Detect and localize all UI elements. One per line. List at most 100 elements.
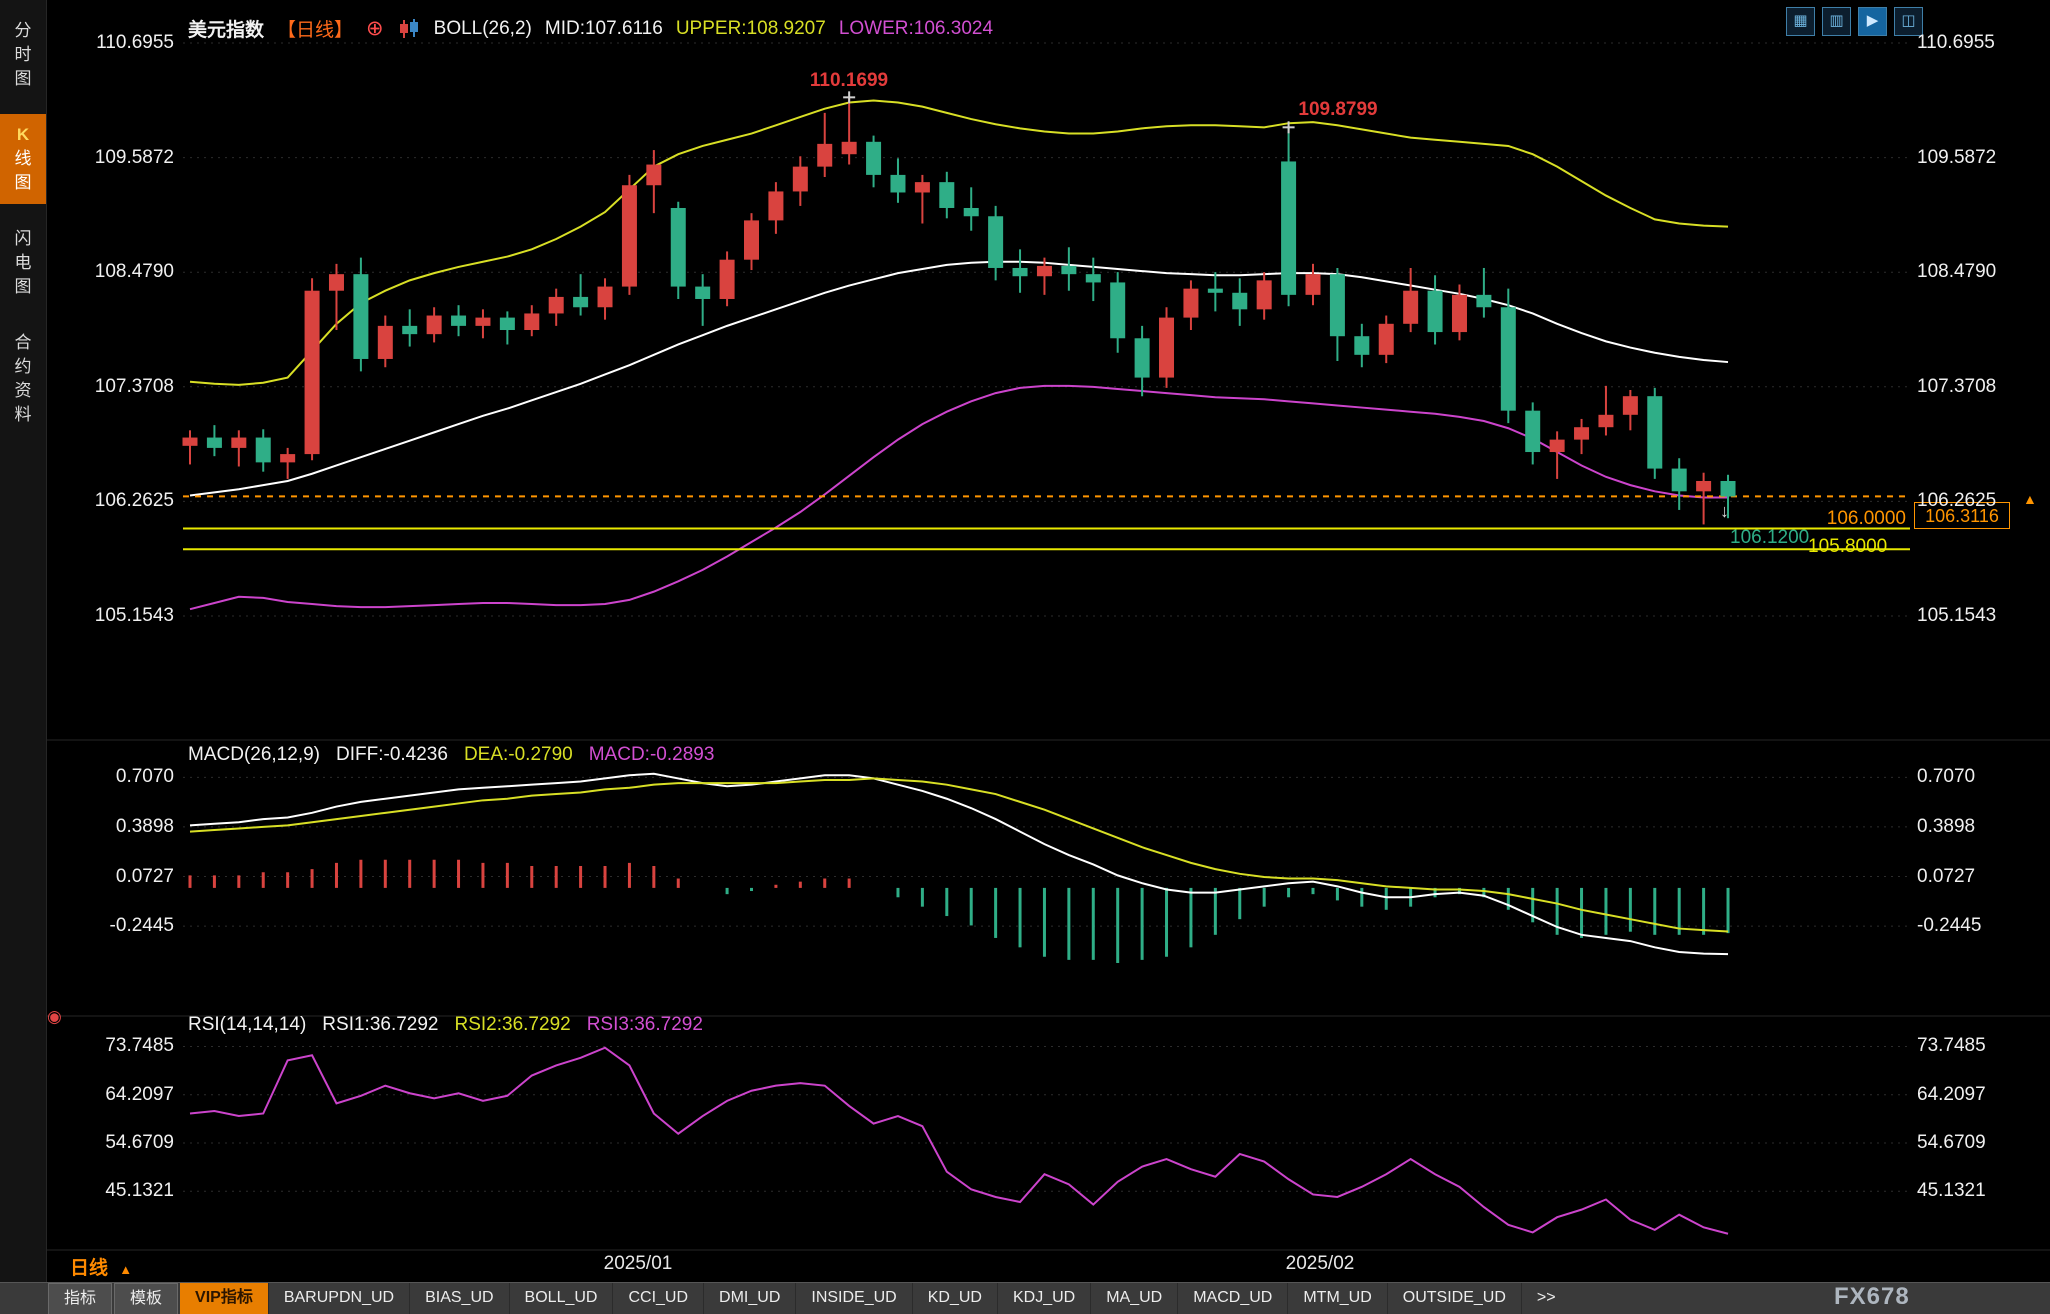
price-axis-label: 105.1543 <box>94 605 174 626</box>
price-axis-label: 108.4790 <box>1917 261 1997 283</box>
price-axis-label: -0.2445 <box>1917 915 1982 937</box>
footer-tab-bar: 指标 模板 VIP指标 BARUPDN_UD BIAS_UD BOLL_UD CCI_UD D… <box>0 1282 2050 1314</box>
rsi3-value: RSI3:36.7292 <box>586 1014 703 1035</box>
footer-tab-boll[interactable]: BOLL_UD <box>510 1283 614 1314</box>
price-axis-label: 0.0727 <box>1917 865 1976 887</box>
sidebar-item-contract-info[interactable]: 合约资料 <box>0 322 46 436</box>
price-axis-label: 106.2625 <box>1917 490 1997 512</box>
macd-diff-value: DIFF:-0.4236 <box>336 744 448 765</box>
price-axis-label: 105.1543 <box>1917 605 1997 626</box>
price-axis-label: 109.5872 <box>1917 146 1997 168</box>
price-axis-label: 64.2097 <box>105 1083 174 1105</box>
price-axis-label: 0.7070 <box>1917 766 1976 788</box>
price-axis-label: 73.7485 <box>1917 1035 1986 1057</box>
price-axis-label: 108.4790 <box>94 261 174 283</box>
candlestick-icon <box>397 18 421 40</box>
footer-tab-barupdn[interactable]: BARUPDN_UD <box>269 1283 411 1314</box>
macd-histogram <box>188 859 1730 963</box>
sidebar-item-label: 闪电图 <box>14 229 32 296</box>
footer-tab-ma[interactable]: MA_UD <box>1091 1283 1179 1314</box>
k-letter: K <box>16 125 30 144</box>
toolbar: ▦ ▥ ▶ ◫ <box>1786 7 1923 36</box>
axis-alert-arrow-icon: ▲ <box>2023 491 2037 507</box>
price-axis-label: 107.3708 <box>94 375 174 397</box>
price-axis-label: 45.1321 <box>105 1180 174 1202</box>
footer-tab-vip-indicators[interactable]: VIP指标 <box>180 1283 269 1314</box>
hline-label-10612: 106.1200 <box>1730 527 1810 548</box>
price-axis-label: 0.0727 <box>115 865 174 887</box>
price-axis-label: 110.6955 <box>1917 32 1995 53</box>
month-label: 2025/02 <box>1285 1253 1355 1274</box>
period-selector[interactable]: 日线 ▲ <box>70 1253 132 1280</box>
sidebar-item-time-chart[interactable]: 分时图 <box>0 10 46 100</box>
price-axis-label: 110.6955 <box>96 32 174 53</box>
price-axis-label: -0.2445 <box>109 915 174 937</box>
sell-arrow-icon: ↓ <box>1720 501 1729 521</box>
footer-tab-dmi[interactable]: DMI_UD <box>704 1283 797 1314</box>
sidebar-item-flash-chart[interactable]: 闪电图 <box>0 218 46 308</box>
price-axis-label: 0.3898 <box>115 815 174 837</box>
footer-tab-inside[interactable]: INSIDE_UD <box>796 1283 913 1314</box>
hline-label-1058: 105.8000 <box>1808 536 1888 557</box>
boll-upper-value: UPPER:108.9207 <box>675 17 826 39</box>
month-label: 2025/01 <box>603 1253 673 1274</box>
price-axis-label: 54.6709 <box>1917 1131 1986 1153</box>
candles <box>182 97 1736 525</box>
macd-value: MACD:-0.2893 <box>588 744 715 765</box>
chart-header: 美元指数 【日线】 ⊕ BOLL(26,2) MID:107.6116 UPPE… <box>188 15 993 42</box>
current-price-box: 106.3116 <box>1914 502 2010 529</box>
footer-tab-indicators[interactable]: 指标 <box>48 1283 113 1314</box>
new-window-icon[interactable]: ◫ <box>1894 7 1923 36</box>
active-chart-icon[interactable]: ▶ <box>1858 7 1887 36</box>
footer-tab-more[interactable]: >> <box>1536 1289 1556 1306</box>
boll-lower-value: LOWER:106.3024 <box>838 17 994 39</box>
footer-tab-mtm[interactable]: MTM_UD <box>1288 1283 1388 1314</box>
watermark: FX678 <box>1834 1283 1910 1310</box>
period-label: 日线 <box>70 1258 109 1279</box>
price-axis-label: 54.6709 <box>105 1131 174 1153</box>
multi-pane-icon[interactable]: ▥ <box>1822 7 1851 36</box>
add-indicator-icon[interactable]: ⊕ <box>366 17 384 40</box>
price-axis-label: 64.2097 <box>1917 1083 1986 1105</box>
symbol-title: 美元指数 <box>188 20 265 41</box>
gridlines <box>183 42 1910 1192</box>
price-axis-label: 0.3898 <box>1917 815 1976 837</box>
rsi1-value: RSI1:36.7292 <box>322 1014 439 1035</box>
sidebar-item-kline-chart[interactable]: K线图 <box>0 114 46 204</box>
sidebar-item-label: K线图 <box>14 125 32 192</box>
footer-tab-bias[interactable]: BIAS_UD <box>410 1283 510 1314</box>
macd-title: MACD(26,12,9) <box>188 744 320 765</box>
footer-tab-macd[interactable]: MACD_UD <box>1178 1283 1289 1314</box>
price-axis-label: 107.3708 <box>1917 375 1997 397</box>
price-axis-label: 0.7070 <box>115 766 174 788</box>
period-tag[interactable]: 【日线】 <box>277 20 354 41</box>
peak-marker-icon <box>843 91 856 104</box>
rsi2-value: RSI2:36.7292 <box>454 1014 571 1035</box>
period-arrow-icon: ▲ <box>119 1262 133 1277</box>
sidebar: 分时图 K线图闪电图合约资料 <box>0 0 47 1282</box>
peak-annotation: 110.1699 <box>809 70 889 91</box>
rsi-header: RSI(14,14,14) RSI1:36.7292 RSI2:36.7292 … <box>188 1014 703 1036</box>
indicator-dot-icon[interactable]: ◉ <box>47 1007 62 1026</box>
footer-tab-templates[interactable]: 模板 <box>114 1283 179 1314</box>
footer-tab-cci[interactable]: CCI_UD <box>613 1283 705 1314</box>
boll-mid-value: MID:107.6116 <box>544 17 663 39</box>
price-axis-label: 73.7485 <box>105 1035 174 1057</box>
footer-tab-kd[interactable]: KD_UD <box>913 1283 998 1314</box>
price-axis-label: 45.1321 <box>1917 1180 1986 1202</box>
peak-marker-icon <box>1282 121 1295 134</box>
rsi-title: RSI(14,14,14) <box>188 1014 307 1035</box>
sidebar-item-label: 合约资料 <box>14 333 32 424</box>
footer-tab-kdj[interactable]: KDJ_UD <box>998 1283 1092 1314</box>
hline-label-106: 106.0000 <box>1826 508 1906 529</box>
price-axis-label: 106.2625 <box>94 490 174 512</box>
grid-layout-icon[interactable]: ▦ <box>1786 7 1815 36</box>
footer-tab-outside[interactable]: OUTSIDE_UD <box>1388 1283 1522 1314</box>
peak-annotation: 109.8799 <box>1298 99 1378 120</box>
macd-dea-value: DEA:-0.2790 <box>463 744 573 765</box>
boll-label: BOLL(26,2) <box>433 17 532 39</box>
macd-header: MACD(26,12,9) DIFF:-0.4236 DEA:-0.2790 M… <box>188 744 714 766</box>
price-axis-label: 109.5872 <box>94 146 174 168</box>
